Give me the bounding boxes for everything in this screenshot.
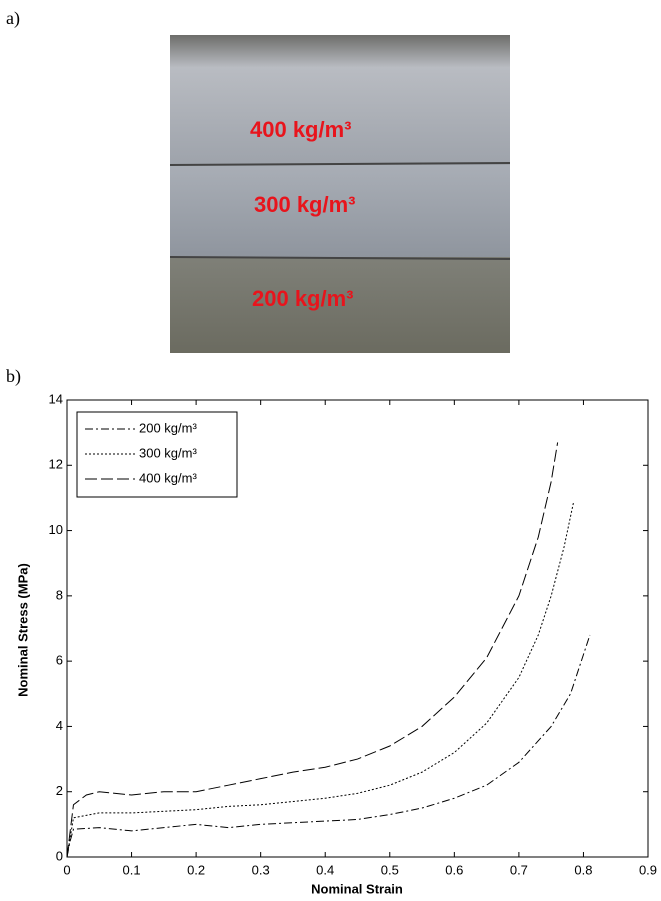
x-tick-label: 0.6: [445, 862, 463, 877]
x-tick-label: 0.1: [123, 862, 141, 877]
layer-border: [169, 162, 511, 166]
x-axis-label: Nominal Strain: [311, 881, 403, 896]
photo-label: 300 kg/m³: [254, 192, 356, 217]
data-line: [66, 501, 575, 858]
y-tick-label: 14: [49, 391, 63, 406]
legend-text: 300 kg/m³: [139, 445, 197, 460]
layer-border: [169, 256, 511, 260]
y-tick-label: 4: [56, 718, 63, 733]
y-axis-label: Nominal Stress (MPa): [15, 563, 30, 697]
photo-label: 400 kg/m³: [250, 117, 352, 142]
x-tick-label: 0.5: [381, 862, 399, 877]
y-tick-label: 6: [56, 653, 63, 668]
x-tick-label: 0.9: [639, 862, 657, 877]
legend-text: 400 kg/m³: [139, 470, 197, 485]
y-tick-label: 0: [56, 848, 63, 863]
x-tick-label: 0.8: [574, 862, 592, 877]
x-tick-label: 0: [63, 862, 70, 877]
photo-label: 200 kg/m³: [252, 286, 354, 311]
foam-layer: [170, 165, 510, 257]
plot-frame: [66, 399, 649, 858]
photo: [169, 35, 511, 353]
y-tick-label: 8: [56, 587, 63, 602]
legend-box: [76, 411, 238, 498]
x-tick-label: 0.2: [187, 862, 205, 877]
data-line: [66, 442, 559, 858]
x-tick-label: 0.7: [510, 862, 528, 877]
panel-label: a): [6, 8, 20, 29]
foam-layer: [170, 35, 510, 165]
x-tick-label: 0.3: [252, 862, 270, 877]
data-line: [66, 634, 591, 858]
foam-layer: [170, 257, 510, 353]
y-tick-label: 12: [49, 457, 63, 472]
x-tick-label: 0.4: [316, 862, 334, 877]
y-tick-label: 10: [49, 522, 63, 537]
y-tick-label: 2: [56, 783, 63, 798]
panel-label: b): [6, 366, 21, 387]
legend-text: 200 kg/m³: [139, 420, 197, 435]
